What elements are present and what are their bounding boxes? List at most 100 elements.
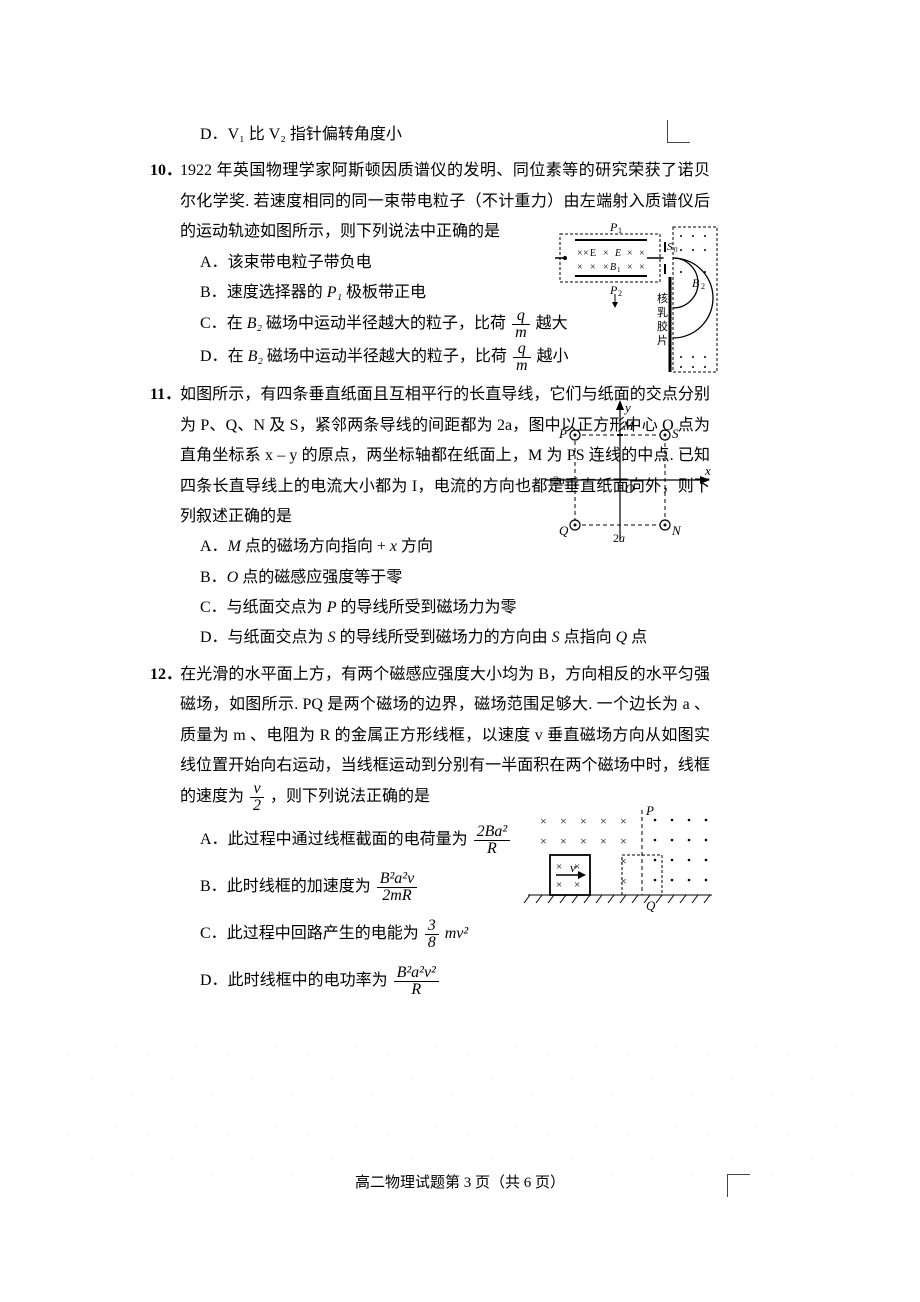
svg-text:×: × [577,262,583,273]
svg-text:2: 2 [618,289,622,298]
svg-text:×: × [627,248,633,259]
svg-text:×: × [603,262,609,273]
svg-text:2: 2 [701,282,705,291]
svg-text:乳: 乳 [657,306,668,319]
q12-c-after: mv² [441,926,468,943]
svg-text:核: 核 [657,291,668,305]
svg-text:×: × [580,834,587,848]
svg-text:×: × [556,879,562,891]
q11-number: 11． [150,380,180,410]
q12-b-t: 此时线框的加速度为 [227,879,375,896]
svg-text:2a: 2a [613,531,625,545]
scan-noise [60,1030,860,1190]
q12-stem-den: 2 [250,798,264,814]
svg-text:S: S [672,426,679,441]
q10-c-num: q [512,308,530,325]
svg-text:1: 1 [618,226,622,235]
svg-text:×: × [560,814,567,828]
q10-figure: ×E××E×× ×××B1×× P1 P2 S0 B2 核 乳 胶 [555,222,720,377]
svg-text:P: P [609,283,618,297]
svg-text:×: × [560,834,567,848]
q10-d-t1: 在 [228,349,248,366]
svg-text:×: × [639,262,645,273]
svg-text:B: B [610,262,616,273]
svg-text:E: E [590,248,596,259]
q10-b-text1: 速度选择器的 [227,284,327,301]
svg-text:0: 0 [674,246,678,254]
svg-text:×: × [580,814,587,828]
svg-text:2a: 2a [553,473,565,487]
svg-text:Q: Q [559,523,569,538]
svg-text:胶: 胶 [657,319,668,333]
page-footer: 高二物理试题第 3 页（共 6 页） [0,1171,920,1192]
svg-text:M: M [622,418,635,433]
svg-text:Q: Q [646,898,656,913]
q11-option-b: B．O 点的磁感应强度等于零 [200,563,710,593]
q12-option-d: D．此时线框中的电功率为 B²a²v²R [200,965,710,998]
q12-c-den: 8 [425,935,439,951]
svg-text:E: E [614,248,621,259]
svg-text:×: × [620,814,627,828]
svg-text:y: y [623,400,631,415]
svg-text:P: P [558,426,567,441]
svg-text:N: N [671,523,682,538]
q12-a-den: R [474,841,511,857]
q10-c-den: m [512,325,530,341]
q10-number: 10． [150,156,180,186]
svg-text:P: P [645,803,654,818]
svg-text:P: P [609,222,618,234]
option-text: V₁ 比 V₂ 指针偏转角度小 [228,126,402,143]
q10-d-den: m [513,358,531,374]
q12-b-num: B²a²v [377,871,417,888]
q12-stem-num: v [250,781,264,798]
svg-text:×: × [540,834,547,848]
svg-text:×: × [540,814,547,828]
q12-a-num: 2Ba² [474,824,511,841]
q12-option-c: C．此过程中回路产生的电能为 38 mv² [200,918,710,951]
q12-stem: 12．在光滑的水平面上方，有两个磁感应强度大小均为 B，方向相反的水平匀强磁场，… [180,660,710,815]
q10-a-text: 该束带电粒子带负电 [228,254,372,271]
q9-option-d: D．V₁ 比 V₂ 指针偏转角度小 [200,120,710,150]
svg-text:片: 片 [657,334,668,347]
q11-option-c: C．与纸面交点为 P 的导线所受到磁场力为零 [200,593,710,623]
q10-b-text2: 极板带正电 [342,284,426,301]
svg-text:1: 1 [617,266,621,274]
svg-text:×: × [583,248,589,259]
q10-c-t2: 磁场中运动半径越大的粒子，比荷 [262,316,510,333]
q12-d-num: B²a²v² [394,965,439,982]
q10-b-p1: P₁ [327,284,342,301]
svg-text:v: v [570,860,576,875]
q10-d-t2: 磁场中运动半径越大的粒子，比荷 [263,349,511,366]
q12-c-t: 此过程中回路产生的电能为 [227,926,423,943]
svg-text:x: x [704,463,711,478]
q12-b-den: 2mR [377,888,417,904]
svg-text:B: B [692,276,700,290]
q11-figure: y x O M P S Q N 2a 2a [525,400,715,555]
svg-text:×: × [556,861,562,873]
svg-text:×: × [620,854,627,868]
svg-text:×: × [574,879,580,891]
q10-c-b2: B₂ [247,316,262,333]
svg-text:×: × [639,248,645,259]
svg-text:×: × [620,834,627,848]
q12-c-num: 3 [425,918,439,935]
q12-d-den: R [394,982,439,998]
q12-a-t: 此过程中通过线框截面的电荷量为 [228,832,472,849]
svg-text:S: S [667,241,673,253]
svg-text:×: × [620,874,627,888]
svg-text:×: × [627,262,633,273]
svg-text:×: × [603,248,609,259]
svg-text:×: × [600,814,607,828]
q11-option-d: D．与纸面交点为 S 的导线所受到磁场力的方向由 S 点指向 Q 点 [200,623,710,653]
q10-d-num: q [513,341,531,358]
svg-text:×: × [590,262,596,273]
q12-d-t: 此时线框中的电功率为 [228,973,392,990]
svg-text:×: × [600,834,607,848]
q10-d-b2: B₂ [248,349,263,366]
q12-figure: P Q ××××× ××××× ×× ×× ×× v [520,800,720,920]
q10-c-t1: 在 [227,316,247,333]
q12-number: 12． [150,660,180,690]
svg-text:×: × [577,248,583,259]
svg-text:O: O [625,481,635,496]
option-label: D． [200,126,228,143]
